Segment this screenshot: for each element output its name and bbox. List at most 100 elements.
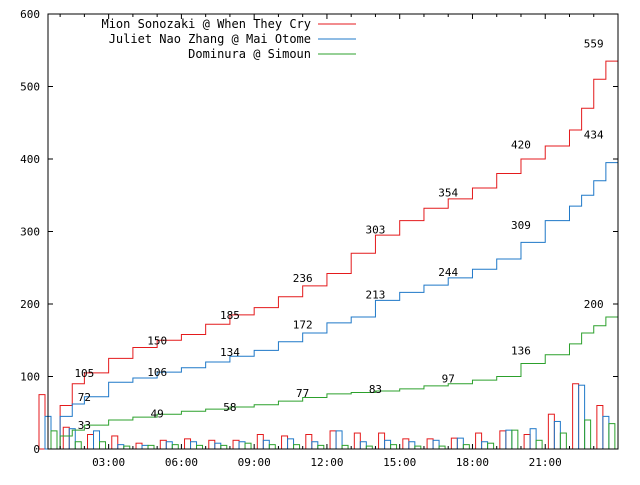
hourly-bar	[190, 441, 198, 450]
hourly-bar	[390, 444, 398, 450]
data-label: 236	[293, 272, 313, 285]
axes-layer: 0 100 200 300 400 500 600 03:00 06:00 09:00 12:00 1…	[20, 8, 619, 469]
data-label: 33	[78, 419, 91, 432]
hourly-bar	[329, 430, 337, 450]
y-tick-label: 0	[33, 443, 40, 456]
x-tick-label: 18:00	[456, 456, 489, 469]
hourly-bar	[559, 432, 567, 450]
hourly-bar	[511, 429, 519, 450]
hourly-bar	[214, 442, 222, 450]
data-label: 434	[584, 128, 604, 141]
hourly-bar	[262, 439, 270, 450]
hourly-bar	[481, 441, 489, 450]
hourly-bar	[93, 430, 101, 450]
hourly-bar	[268, 444, 276, 450]
hourly-bar	[287, 438, 295, 450]
plot-frame	[47, 13, 619, 450]
hourly-bar	[353, 432, 361, 450]
hourly-bar	[584, 419, 592, 450]
data-label: 420	[511, 139, 531, 152]
hourly-bar	[426, 438, 434, 450]
x-tick-label: 15:00	[383, 456, 416, 469]
y-tick-label: 600	[20, 8, 40, 21]
data-label: 172	[293, 318, 313, 331]
data-label: 150	[147, 334, 167, 347]
y-tick-label: 200	[20, 298, 40, 311]
hourly-bar	[523, 434, 531, 450]
legend-label: Juliet Nao Zhang @ Mai Otome	[109, 32, 311, 46]
hourly-bar	[159, 439, 167, 450]
hourly-bar	[596, 405, 604, 450]
hourly-bar	[311, 441, 319, 450]
data-label: 185	[220, 309, 240, 322]
hourly-bar	[602, 415, 610, 450]
hourly-bar	[87, 434, 95, 450]
hourly-bar	[487, 442, 495, 450]
hourly-bar	[38, 394, 46, 450]
hourly-bar	[293, 444, 301, 450]
hourly-bar	[305, 434, 313, 450]
series-lines-layer	[48, 43, 619, 450]
data-label: 72	[78, 391, 91, 404]
hourly-bar	[505, 429, 513, 450]
hourly-bar	[171, 444, 179, 450]
data-label: 200	[584, 298, 604, 311]
hourly-bar	[62, 426, 70, 450]
hourly-bar	[535, 439, 543, 450]
data-label: 77	[296, 387, 309, 400]
x-tick-label: 12:00	[310, 456, 343, 469]
hourly-bar	[341, 444, 349, 450]
hourly-bar	[335, 430, 343, 450]
x-tick-label: 09:00	[238, 456, 271, 469]
hourly-bar	[529, 428, 537, 450]
hourly-bar	[147, 444, 155, 450]
data-labels-layer: 105 150 185 236 303 354 420 559 72 106 134 172 213 24…	[74, 38, 604, 432]
hourly-bar	[196, 444, 204, 450]
hourly-bar	[135, 442, 143, 450]
hourly-bar	[244, 442, 252, 450]
data-label: 136	[511, 344, 531, 357]
hourly-bar	[50, 430, 58, 450]
hourly-bar	[608, 423, 616, 450]
hourly-bar	[553, 420, 561, 450]
hourly-bar	[572, 383, 580, 450]
data-label: 97	[442, 373, 455, 386]
hourly-bar	[378, 432, 386, 450]
hourly-bar	[281, 435, 289, 450]
hourly-bar	[499, 430, 507, 450]
hourly-bar	[232, 439, 240, 450]
hourly-bar	[317, 444, 325, 450]
hourly-bar	[402, 438, 410, 450]
legend-label: Dominura @ Simoun	[188, 47, 311, 61]
data-label: 303	[366, 223, 386, 236]
hourly-bar	[111, 435, 119, 450]
series-line	[48, 43, 619, 450]
y-tick-label: 100	[20, 371, 40, 384]
hourly-bar	[117, 444, 125, 450]
hourly-bar	[238, 441, 246, 450]
hourly-bar	[384, 439, 392, 450]
hourly-bar	[74, 441, 82, 450]
y-tick-label: 400	[20, 153, 40, 166]
data-label: 105	[74, 367, 94, 380]
data-label: 58	[223, 401, 236, 414]
hourly-bar	[578, 384, 586, 450]
hourly-bar	[359, 441, 367, 450]
hourly-bar	[99, 441, 107, 450]
x-tick-label: 06:00	[165, 456, 198, 469]
hourly-bar	[450, 437, 458, 450]
hourly-bar	[462, 444, 470, 450]
data-label: 354	[438, 186, 458, 199]
data-label: 309	[511, 219, 531, 232]
x-tick-label: 21:00	[529, 456, 562, 469]
hourly-bar	[456, 437, 464, 450]
data-label: 83	[369, 383, 382, 396]
data-label: 49	[151, 407, 164, 420]
data-label: 213	[366, 289, 386, 302]
hourly-bar	[432, 439, 440, 450]
hourly-bar	[547, 413, 555, 450]
legend-label: Mion Sonozaki @ When They Cry	[101, 17, 311, 31]
